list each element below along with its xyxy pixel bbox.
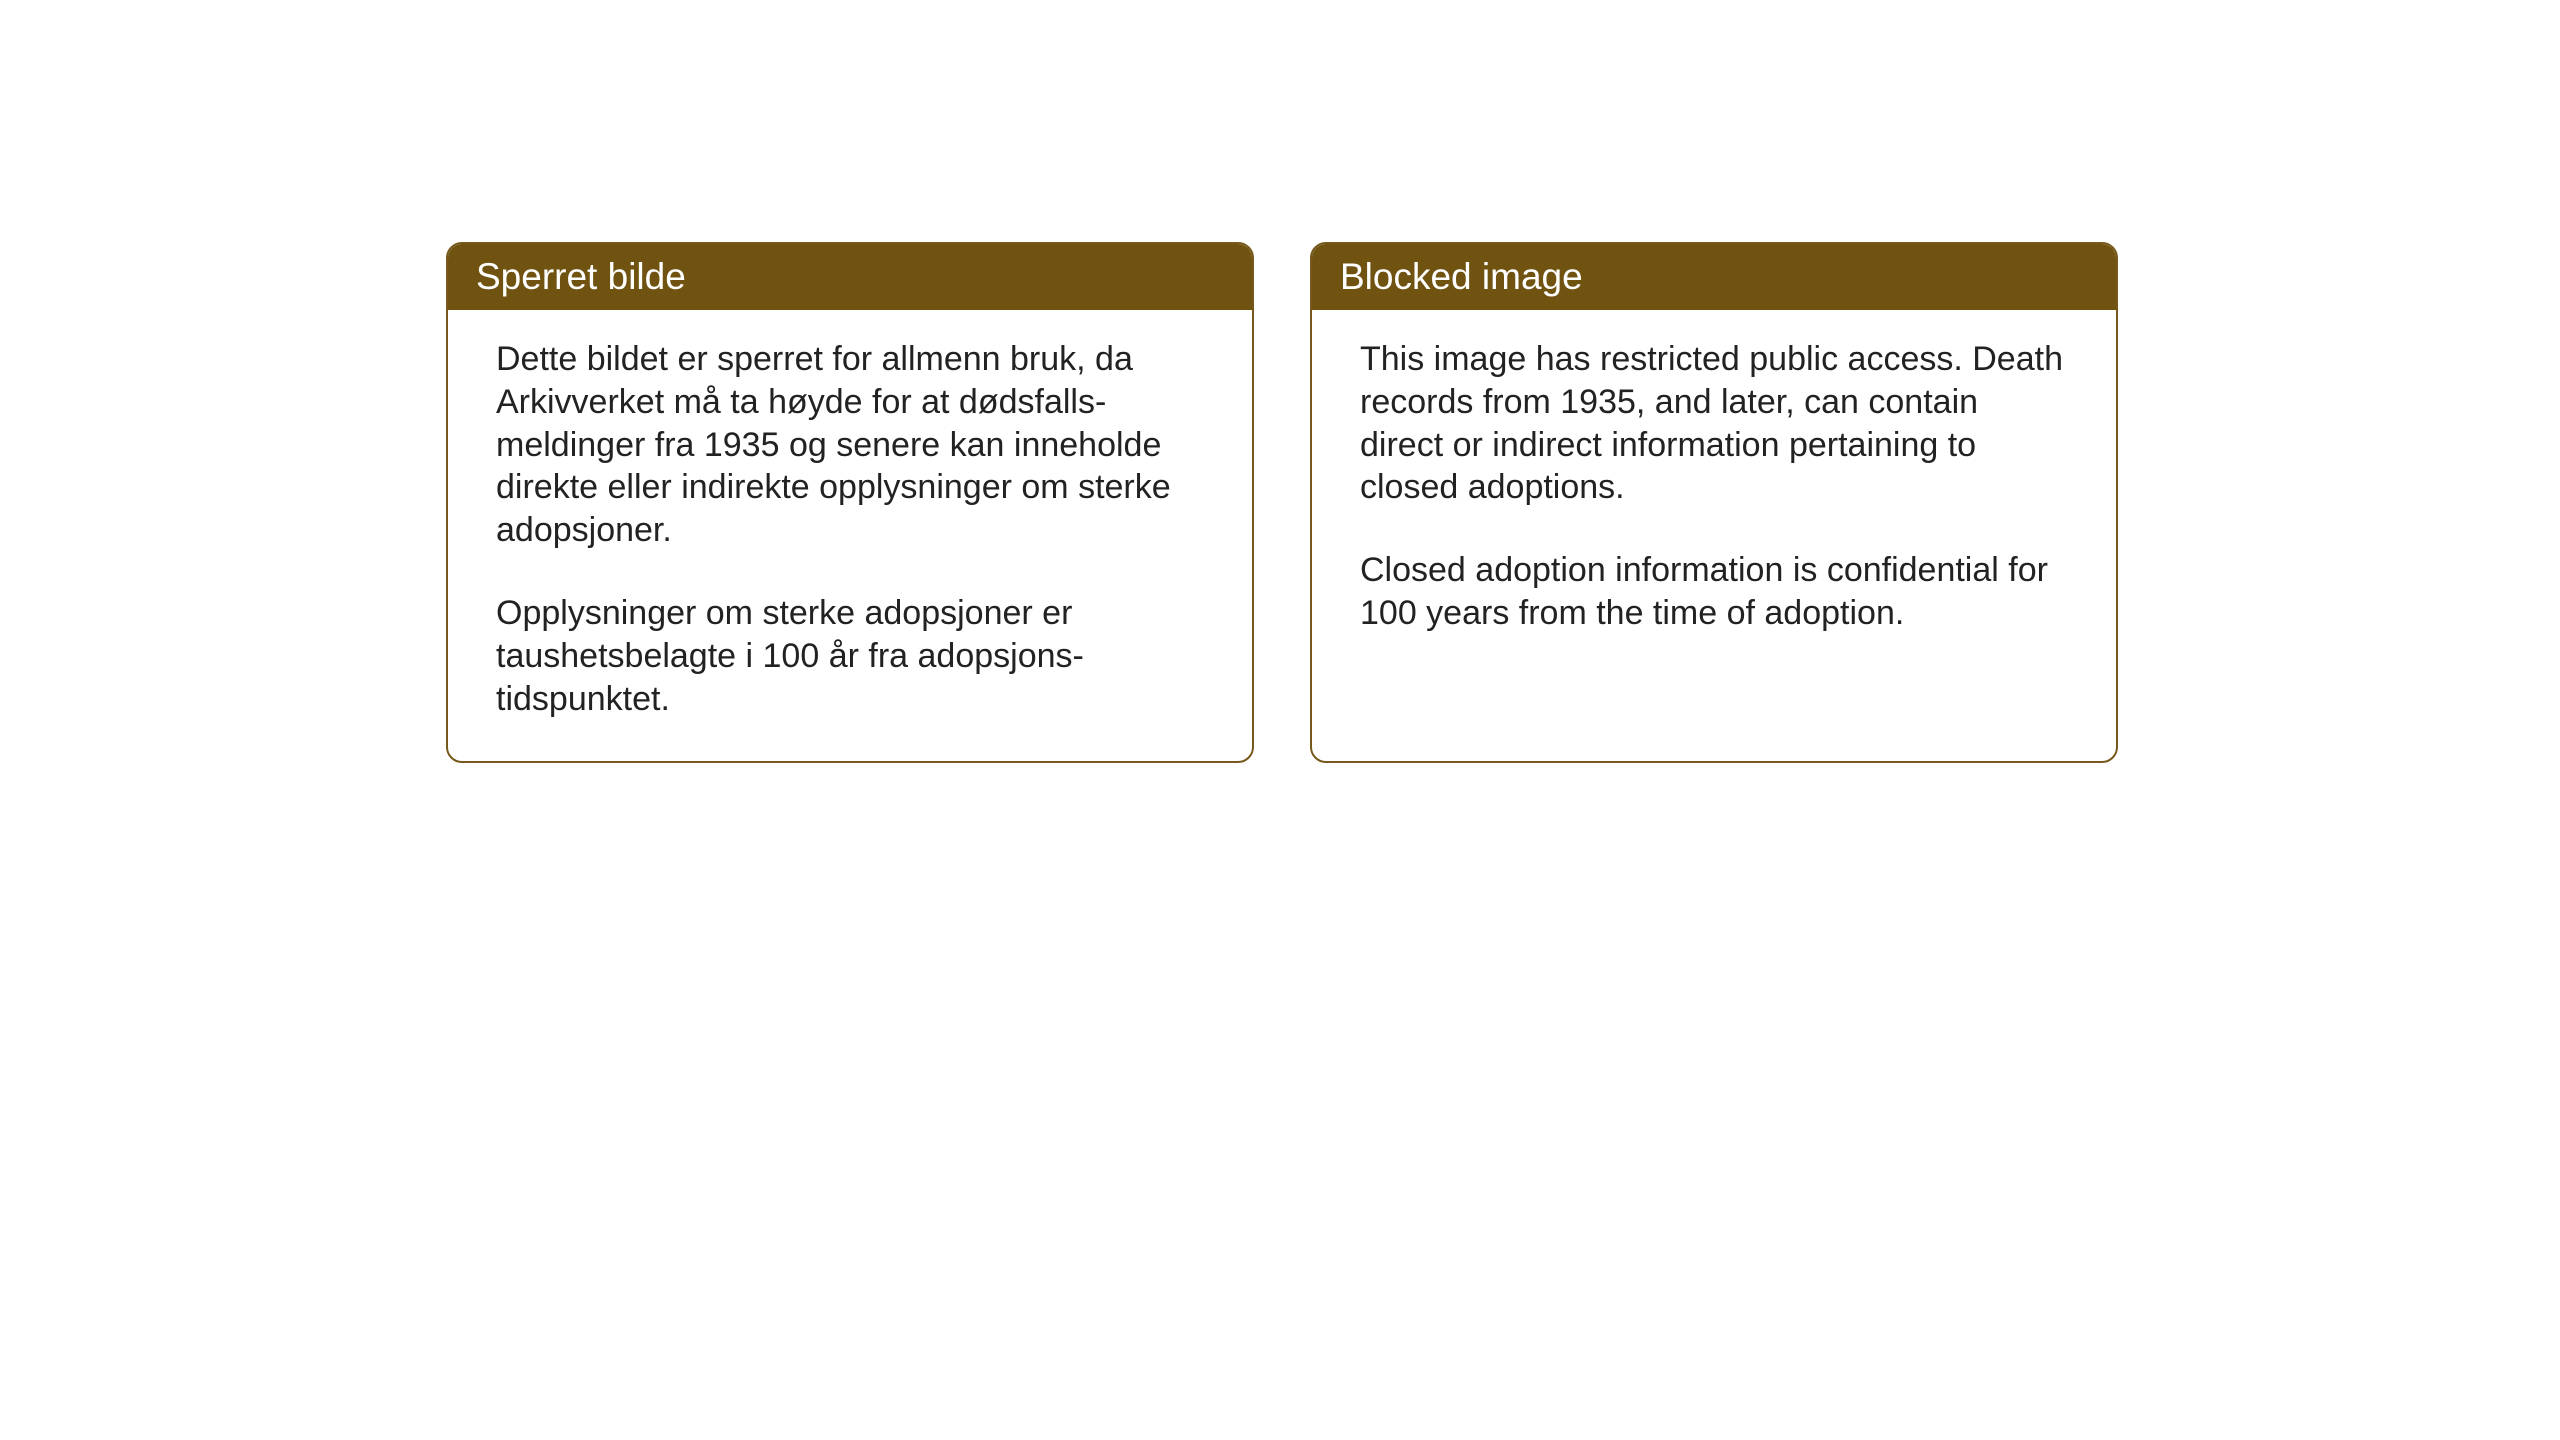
norwegian-paragraph-1: Dette bildet er sperret for allmenn bruk… bbox=[496, 338, 1204, 552]
norwegian-notice-box: Sperret bilde Dette bildet er sperret fo… bbox=[446, 242, 1254, 763]
notice-container: Sperret bilde Dette bildet er sperret fo… bbox=[446, 242, 2118, 763]
norwegian-notice-header: Sperret bilde bbox=[448, 244, 1252, 310]
english-paragraph-2: Closed adoption information is confident… bbox=[1360, 549, 2068, 635]
english-notice-header: Blocked image bbox=[1312, 244, 2116, 310]
norwegian-notice-body: Dette bildet er sperret for allmenn bruk… bbox=[448, 310, 1252, 761]
english-notice-box: Blocked image This image has restricted … bbox=[1310, 242, 2118, 763]
english-paragraph-1: This image has restricted public access.… bbox=[1360, 338, 2068, 509]
english-notice-body: This image has restricted public access.… bbox=[1312, 310, 2116, 675]
norwegian-paragraph-2: Opplysninger om sterke adopsjoner er tau… bbox=[496, 592, 1204, 720]
